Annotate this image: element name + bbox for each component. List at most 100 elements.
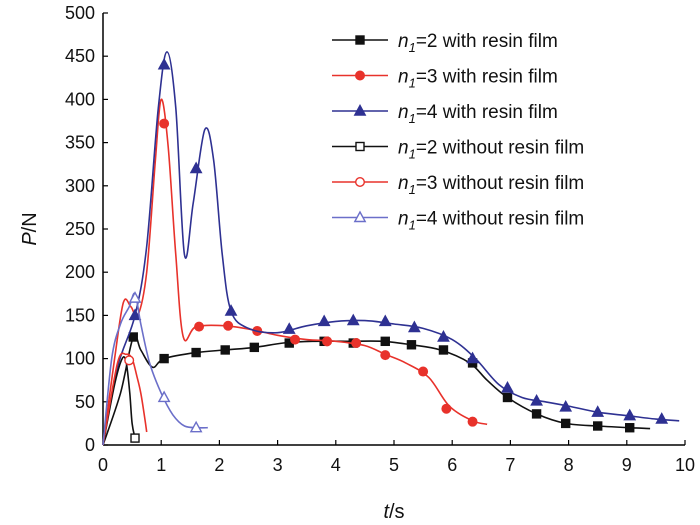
data-point xyxy=(531,409,542,419)
y-axis-label-unit: /N xyxy=(19,212,41,232)
data-point xyxy=(346,313,360,326)
data-point xyxy=(317,314,331,327)
series-5 xyxy=(102,352,148,446)
legend-label-text: =4 without resin film xyxy=(416,209,584,230)
data-point xyxy=(502,392,513,403)
data-point xyxy=(501,381,514,393)
data-point xyxy=(322,336,333,347)
data-point xyxy=(128,332,138,342)
data-point xyxy=(157,57,171,70)
legend-label-text: =4 with resin film xyxy=(416,102,558,123)
y-tick-label: 450 xyxy=(65,46,95,66)
data-point xyxy=(467,416,478,427)
data-point xyxy=(437,330,450,342)
legend-item: n1=3 with resin film xyxy=(332,67,558,91)
legend-marker xyxy=(355,141,365,152)
series-line xyxy=(102,51,680,446)
data-point xyxy=(191,347,201,358)
x-tick-label: 5 xyxy=(389,455,399,475)
data-point xyxy=(623,408,637,421)
legend-marker xyxy=(355,176,366,187)
data-point xyxy=(559,400,573,412)
y-tick-label: 150 xyxy=(65,305,95,325)
x-tick-label: 4 xyxy=(331,455,341,475)
data-point xyxy=(380,336,390,347)
data-point xyxy=(378,314,392,327)
series-6 xyxy=(102,291,208,446)
y-tick-label: 100 xyxy=(65,349,95,369)
data-point xyxy=(128,291,142,303)
x-axis-label: t/s xyxy=(383,501,404,523)
legend-item: n1=2 without resin film xyxy=(332,138,584,162)
legend-label-text: =3 without resin film xyxy=(416,173,584,194)
legend-label-sub: 1 xyxy=(409,218,416,233)
data-point xyxy=(220,345,230,355)
legend-marker xyxy=(353,210,367,223)
x-axis-label-var: t xyxy=(383,501,390,523)
legend-label-var: n xyxy=(398,31,409,52)
data-point xyxy=(351,338,362,349)
y-tick-label: 250 xyxy=(65,219,95,239)
x-tick-label: 7 xyxy=(505,455,515,475)
legend-label-sub: 1 xyxy=(409,76,416,91)
data-point xyxy=(124,355,135,366)
legend-label: n1=3 without resin film xyxy=(398,173,584,197)
data-point xyxy=(159,353,169,364)
data-point xyxy=(157,390,171,403)
legend-label-var: n xyxy=(398,102,409,123)
legend-label-text: =3 with resin film xyxy=(416,67,558,88)
data-point xyxy=(655,412,669,424)
y-tick-label: 350 xyxy=(65,133,95,153)
legend-marker xyxy=(353,104,367,116)
legend-item: n1=4 without resin film xyxy=(332,209,584,233)
x-axis-label-unit: /s xyxy=(389,501,405,523)
data-point xyxy=(406,340,417,350)
y-tick-label: 200 xyxy=(65,262,95,282)
x-tick-label: 1 xyxy=(156,455,166,475)
data-point xyxy=(189,161,203,174)
x-tick-label: 3 xyxy=(273,455,283,475)
legend-label-var: n xyxy=(398,138,409,159)
y-tick-label: 0 xyxy=(85,435,95,455)
legend-label-sub: 1 xyxy=(409,182,416,197)
data-point xyxy=(593,421,603,431)
legend-marker xyxy=(355,70,366,81)
x-tick-label: 9 xyxy=(622,455,632,475)
data-point xyxy=(530,393,543,406)
y-tick-label: 400 xyxy=(65,89,95,109)
series-3 xyxy=(102,51,680,446)
legend-marker xyxy=(355,35,365,45)
y-tick-label: 300 xyxy=(65,176,95,196)
data-point xyxy=(249,342,260,353)
y-tick-label: 50 xyxy=(75,392,95,412)
legend-label-sub: 1 xyxy=(409,111,416,126)
series-line xyxy=(102,334,651,446)
data-point xyxy=(223,320,234,331)
x-tick-label: 6 xyxy=(447,455,457,475)
data-point xyxy=(407,320,421,333)
series-line xyxy=(102,292,208,446)
data-point xyxy=(380,350,391,361)
x-tick-label: 10 xyxy=(675,455,695,475)
x-tick-label: 8 xyxy=(564,455,574,475)
legend-label-text: =2 with resin film xyxy=(416,31,558,52)
legend-item: n1=3 without resin film xyxy=(332,173,584,197)
data-point xyxy=(224,304,238,316)
data-point xyxy=(282,322,296,334)
legend-label-var: n xyxy=(398,67,409,88)
x-tick-label: 2 xyxy=(214,455,224,475)
data-point xyxy=(591,405,605,417)
data-point xyxy=(130,433,140,443)
data-point xyxy=(159,118,170,129)
data-point xyxy=(466,351,479,364)
legend-label-text: =2 without resin film xyxy=(416,138,584,159)
legend-label: n1=2 with resin film xyxy=(398,31,558,55)
y-axis-label-var: P xyxy=(19,232,41,246)
data-point xyxy=(290,334,301,345)
legend-label-sub: 1 xyxy=(409,40,416,55)
legend-item: n1=2 with resin film xyxy=(332,31,558,55)
legend-label: n1=3 with resin film xyxy=(398,67,558,91)
